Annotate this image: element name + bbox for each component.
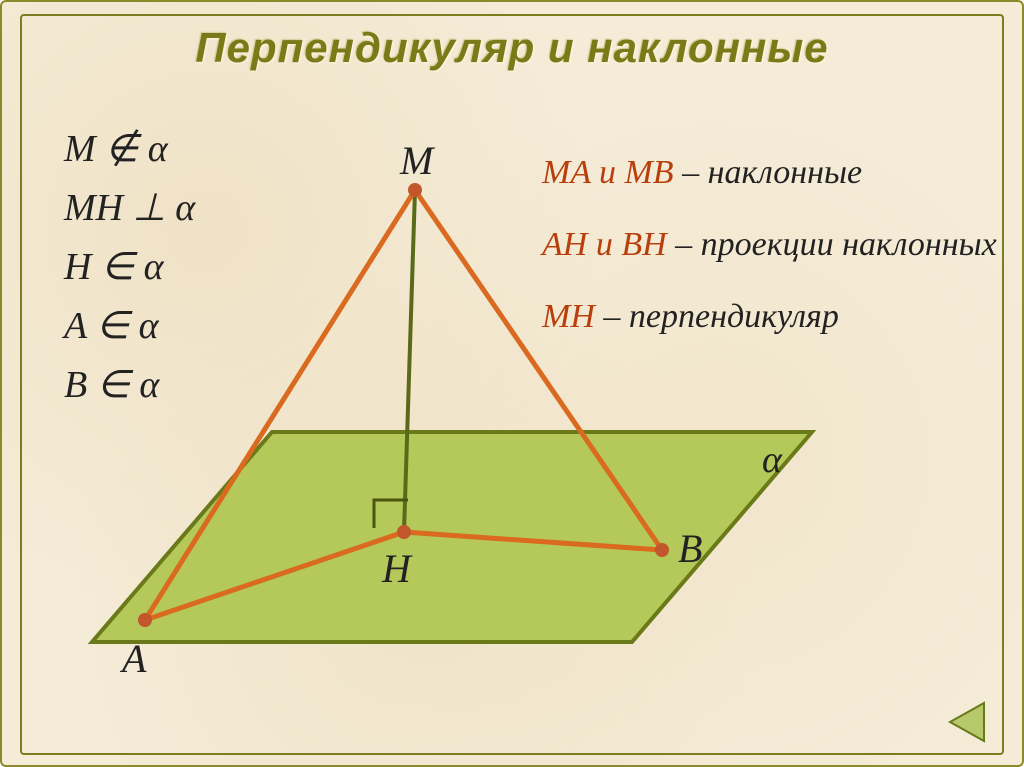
label-M: M: [399, 142, 436, 183]
point-M: [408, 183, 422, 197]
slide: Перпендикуляр и наклонные M ∉ α MH ⊥ α H…: [0, 0, 1024, 767]
point-A: [138, 613, 152, 627]
label-A: A: [119, 636, 147, 681]
label-B: B: [678, 526, 702, 571]
label-H: H: [381, 546, 413, 591]
label-alpha: α: [762, 439, 783, 481]
point-B: [655, 543, 669, 557]
triangle-left-icon: [942, 697, 992, 747]
page-title: Перпендикуляр и наклонные: [2, 24, 1022, 72]
point-H: [397, 525, 411, 539]
back-button[interactable]: [942, 697, 992, 747]
geometry-diagram: M A B H α: [72, 142, 832, 702]
